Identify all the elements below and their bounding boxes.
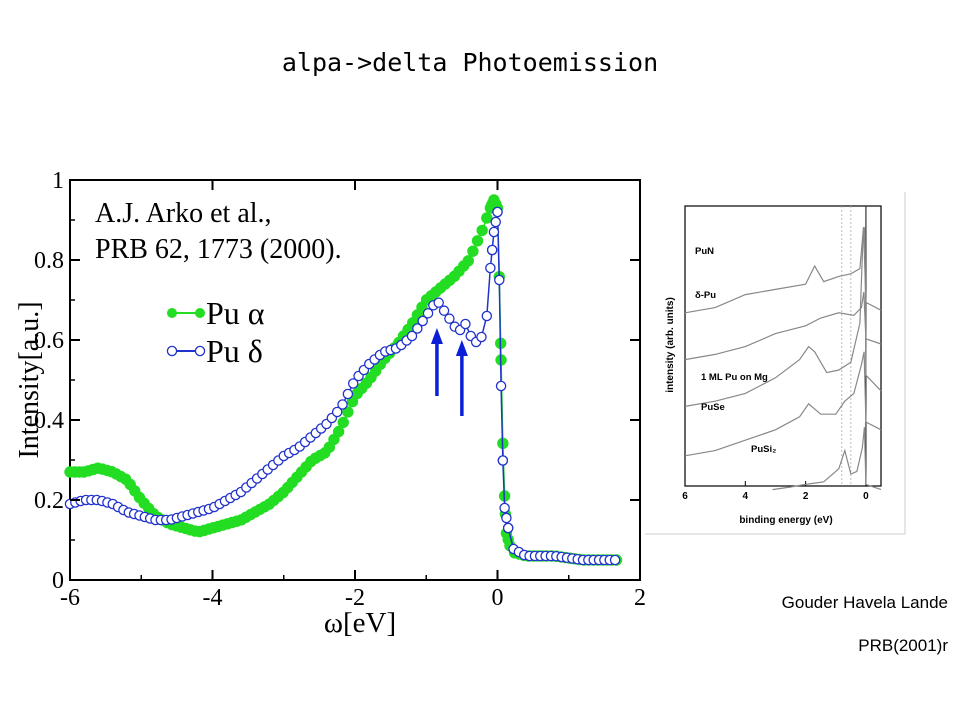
- inset-series-curve: [684, 291, 882, 361]
- data-point: [433, 297, 444, 308]
- main-y-tick-label: 0.2: [34, 488, 64, 514]
- data-point: [444, 313, 455, 324]
- data-point: [331, 406, 343, 418]
- inset-series-curve: [684, 226, 882, 314]
- reference-annotation-line-2: PRB 62, 1773 (2000).: [95, 234, 342, 265]
- inset-curve-label: PuSi₂: [751, 444, 776, 455]
- main-axis-ticks: -6 -4 -2 0 2 0 0.2 0.4 0.6 0.8 1: [34, 168, 646, 611]
- legend-marker: [167, 308, 177, 318]
- inset-y-axis-label: intensity (arb. units): [665, 297, 676, 393]
- data-point: [497, 455, 509, 466]
- inset-x-tick-label: 0: [863, 491, 869, 502]
- main-y-tick-label: 0: [52, 568, 64, 594]
- data-point: [476, 331, 487, 343]
- data-point: [417, 315, 428, 327]
- data-point: [438, 305, 450, 316]
- inset-curve-label: PuN: [695, 246, 714, 257]
- inset-x-tick-label: 4: [743, 491, 749, 502]
- legend-entry: Pu α: [167, 295, 265, 331]
- data-point: [462, 255, 474, 267]
- data-point: [342, 406, 354, 418]
- data-point: [471, 235, 484, 247]
- main-y-tick-label: 0.8: [34, 248, 64, 274]
- data-point: [481, 212, 493, 224]
- inset-x-tick-label: 2: [803, 491, 809, 502]
- credit-authors: Gouder Havela Lande: [781, 593, 948, 612]
- legend-marker: [195, 308, 205, 318]
- legend-label: Pu δ: [206, 333, 263, 369]
- data-point: [488, 226, 500, 238]
- data-point: [337, 399, 348, 410]
- legend-marker: [194, 345, 206, 357]
- main-x-tick-label: 0: [492, 585, 504, 611]
- main-x-tick-label: -6: [60, 585, 80, 611]
- inset-x-axis-label: binding energy (eV): [739, 515, 832, 526]
- data-point: [467, 245, 479, 257]
- credit-reference: PRB(2001)r: [858, 636, 948, 655]
- reference-annotation-line-1: A.J. Arko et al.,: [95, 198, 272, 229]
- data-point: [494, 274, 505, 286]
- data-point: [502, 522, 514, 534]
- data-point: [609, 554, 621, 566]
- inset-series-curve: [684, 351, 882, 457]
- main-photoemission-chart: -6 -4 -2 0 2 0 0.2 0.4 0.6 0.8 1 A.J. Arko et al.,…: [14, 168, 646, 639]
- inset-x-tick-label: 6: [682, 491, 688, 502]
- main-x-tick-label: -4: [203, 585, 223, 611]
- data-point: [495, 380, 507, 392]
- data-point: [412, 323, 423, 334]
- peak-arrow-head: [430, 328, 443, 344]
- legend-marker: [166, 345, 178, 357]
- main-legend: Pu αPu δ: [166, 295, 265, 369]
- inset-curve-label: δ-Pu: [695, 290, 716, 301]
- inset-series-curve: [684, 226, 882, 407]
- inset-plot-frame: [684, 205, 882, 487]
- data-point: [476, 224, 488, 237]
- data-point: [490, 216, 501, 228]
- main-y-tick-label: 0.4: [34, 408, 64, 434]
- data-point: [460, 318, 471, 330]
- main-y-tick-label: 0.6: [34, 328, 64, 354]
- data-point: [347, 378, 359, 389]
- main-x-axis-label: ω[eV]: [324, 607, 396, 639]
- data-point: [501, 512, 512, 524]
- inset-plot-area: 6 4 2 0 PuN δ-Pu 1 ML Pu on Mg PuSe PuSi₂: [682, 205, 882, 502]
- peak-arrow-head: [455, 340, 468, 356]
- data-point: [486, 244, 498, 256]
- main-y-tick-label: 1: [52, 168, 64, 194]
- data-point: [422, 308, 434, 319]
- data-point: [406, 330, 418, 342]
- data-point: [492, 206, 503, 218]
- main-x-tick-label: 2: [634, 585, 646, 611]
- inset-curve-label: 1 ML Pu on Mg: [701, 372, 768, 383]
- legend-label: Pu α: [206, 295, 265, 331]
- main-x-tick-label: -2: [345, 585, 365, 611]
- slide-title: alpa->delta Photoemission: [281, 48, 659, 77]
- main-data-series: [64, 194, 623, 566]
- data-point: [499, 502, 510, 514]
- inset-photoemission-chart: 6 4 2 0 PuN δ-Pu 1 ML Pu on Mg PuSe PuSi₂ bindin…: [645, 192, 906, 535]
- data-point: [481, 310, 493, 322]
- inset-series-curve: [772, 427, 882, 491]
- data-point: [332, 425, 345, 438]
- series-pu-delta: [64, 206, 621, 566]
- inset-curve-label: PuSe: [701, 402, 725, 413]
- data-point: [342, 388, 354, 400]
- peak-arrows: [430, 328, 468, 416]
- legend-entry: Pu δ: [166, 333, 263, 369]
- data-point: [337, 416, 349, 429]
- main-y-axis-label: Intensity[a.u.]: [14, 301, 45, 458]
- data-point: [485, 262, 496, 274]
